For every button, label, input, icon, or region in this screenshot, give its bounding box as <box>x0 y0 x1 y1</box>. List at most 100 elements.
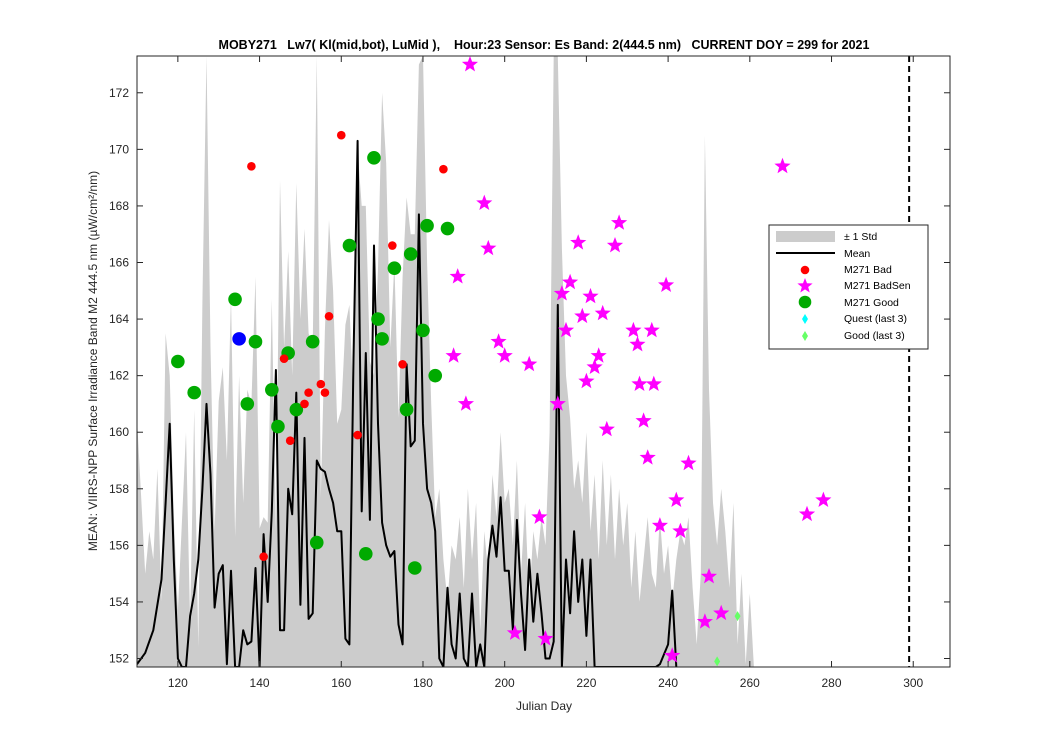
badsen-point <box>611 214 628 230</box>
bad-point <box>259 552 268 561</box>
data-points <box>171 56 832 667</box>
x-tick-label: 160 <box>331 676 351 690</box>
y-axis-label: MEAN: VIIRS-NPP Surface Irradiance Band … <box>86 171 100 551</box>
legend-swatch-quest <box>802 314 808 324</box>
highlight-point <box>232 332 246 346</box>
bad-point <box>388 241 397 250</box>
legend-swatch-badsen <box>797 278 813 293</box>
good-last3-point <box>734 611 741 622</box>
bad-point <box>304 388 313 397</box>
y-axis-ticks: 152 154 156 158 160 162 164 166 168 170 172 <box>109 86 950 666</box>
good-point <box>240 397 255 411</box>
badsen-point <box>449 268 466 284</box>
legend-label-mean: Mean <box>844 248 870 260</box>
mean-series-line <box>137 139 678 667</box>
legend: ± 1 Std Mean M271 Bad M271 BadSen M271 G… <box>768 224 929 350</box>
bad-point <box>439 164 448 174</box>
badsen-point <box>598 420 615 437</box>
badsen-point <box>594 304 611 321</box>
badsen-point <box>700 568 717 584</box>
plot-frame <box>136 55 951 668</box>
good-point <box>228 292 242 307</box>
badsen-point <box>582 287 599 304</box>
good-point <box>289 402 304 417</box>
badsen-point <box>521 355 538 372</box>
badsen-point <box>629 336 646 352</box>
legend-label-quest: Quest (last 3) <box>844 313 907 325</box>
badsen-point <box>531 508 548 524</box>
badsen-point <box>476 194 493 210</box>
legend-box <box>768 224 929 350</box>
x-tick-label: 280 <box>822 676 842 690</box>
badsen-point <box>606 237 624 253</box>
badsen-point <box>549 395 566 411</box>
legend-label-bad: M271 Bad <box>844 264 892 276</box>
bad-point <box>316 379 326 389</box>
good-point <box>271 419 285 434</box>
bad-point <box>324 311 334 321</box>
legend-swatch-std <box>776 231 835 242</box>
good-point <box>428 368 443 383</box>
y-tick-label: 156 <box>109 538 129 552</box>
x-tick-label: 260 <box>740 676 760 690</box>
badsen-point <box>680 454 697 471</box>
badsen-point <box>672 522 689 539</box>
badsen-point <box>635 412 652 428</box>
badsen-point <box>643 321 660 338</box>
badsen-point <box>645 375 662 391</box>
y-tick-label: 164 <box>109 312 129 326</box>
badsen-point <box>557 321 575 338</box>
chart-title: MOBY271 Lw7( Kl(mid,bot), LuMid ), Hour:… <box>219 38 870 52</box>
good-point <box>187 385 201 400</box>
good-point <box>440 221 455 236</box>
badsen-point <box>574 307 591 324</box>
badsen-point <box>774 157 791 174</box>
badsen-point <box>798 505 816 522</box>
badsen-point <box>664 647 681 663</box>
good-point <box>342 238 357 253</box>
good-point <box>387 261 402 275</box>
badsen-point <box>639 449 656 465</box>
y-tick-label: 162 <box>109 369 129 383</box>
good-point <box>375 332 389 346</box>
badsen-point <box>668 491 685 507</box>
good-point <box>367 151 381 165</box>
x-tick-label: 240 <box>658 676 678 690</box>
badsen-point <box>461 56 478 72</box>
legend-label-badsen: M271 BadSen <box>844 280 911 292</box>
badsen-point <box>562 273 579 290</box>
badsen-point <box>658 276 675 292</box>
good-point <box>399 402 414 417</box>
badsen-point <box>713 604 730 621</box>
badsen-point <box>490 333 507 349</box>
badsen-point <box>506 624 523 640</box>
y-tick-label: 172 <box>109 86 129 100</box>
bad-point <box>247 162 256 171</box>
y-tick-label: 160 <box>109 425 129 439</box>
legend-label-good: M271 Good <box>844 297 899 309</box>
badsen-point <box>815 491 832 507</box>
badsen-point <box>496 347 513 363</box>
badsen-point <box>457 395 474 411</box>
legend-label-std: ± 1 Std <box>844 231 877 243</box>
good-point <box>248 334 263 349</box>
legend-label-good-last3: Good (last 3) <box>844 330 905 342</box>
badsen-point <box>553 285 570 301</box>
good-point <box>416 323 430 338</box>
badsen-point <box>480 239 497 256</box>
x-tick-label: 140 <box>250 676 270 690</box>
good-last3-point <box>714 656 721 667</box>
good-point <box>371 312 385 326</box>
good-point <box>171 354 185 369</box>
badsen-point <box>625 321 642 338</box>
badsen-point <box>578 372 595 389</box>
badsen-point <box>445 347 462 363</box>
bad-point <box>279 354 289 363</box>
x-tick-label: 180 <box>413 676 433 690</box>
good-point <box>403 247 418 261</box>
badsen-point <box>537 630 554 646</box>
y-tick-label: 154 <box>109 595 129 609</box>
y-tick-label: 168 <box>109 199 129 213</box>
x-tick-label: 220 <box>576 676 596 690</box>
